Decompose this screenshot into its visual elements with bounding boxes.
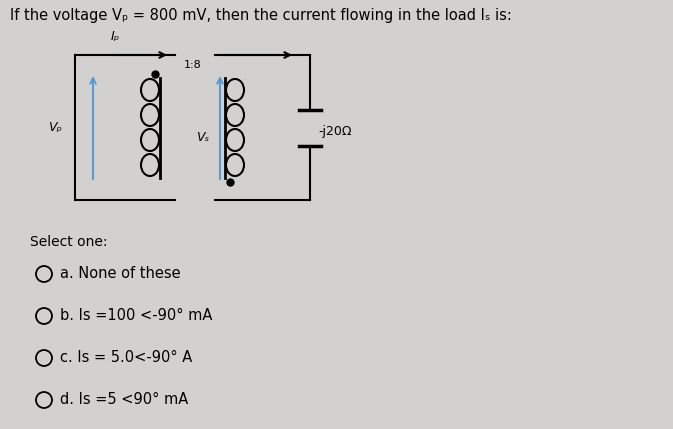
- Text: Vₛ: Vₛ: [197, 131, 209, 144]
- Text: 1:8: 1:8: [184, 60, 201, 69]
- Text: Select one:: Select one:: [30, 235, 108, 249]
- Text: b. Is =100 <-90° mA: b. Is =100 <-90° mA: [60, 308, 213, 323]
- Text: Iₚ: Iₚ: [110, 30, 120, 43]
- Text: a. None of these: a. None of these: [60, 266, 180, 281]
- Text: Vₚ: Vₚ: [48, 121, 62, 134]
- Text: If the voltage Vₚ = 800 mV, then the current flowing in the load Iₛ is:: If the voltage Vₚ = 800 mV, then the cur…: [10, 8, 512, 23]
- Text: d. Is =5 <90° mA: d. Is =5 <90° mA: [60, 393, 188, 408]
- Text: c. Is = 5.0<-90° A: c. Is = 5.0<-90° A: [60, 350, 192, 366]
- Text: -j20Ω: -j20Ω: [318, 125, 351, 138]
